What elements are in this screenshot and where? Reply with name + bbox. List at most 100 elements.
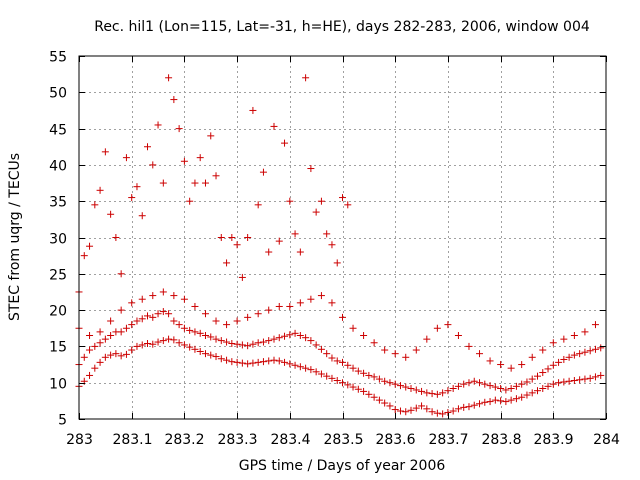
data-point [196, 154, 204, 162]
data-point [544, 382, 552, 390]
data-point [175, 321, 183, 329]
data-point [133, 342, 141, 350]
data-point [91, 201, 99, 209]
data-point [407, 406, 415, 414]
data-point [454, 382, 462, 390]
data-point [159, 288, 167, 296]
data-point [138, 212, 146, 220]
data-point [597, 344, 605, 352]
data-point [275, 357, 283, 365]
data-point [233, 317, 241, 325]
data-point [217, 337, 225, 345]
axis-ticks [79, 56, 607, 420]
data-point [286, 302, 294, 310]
data-point [375, 375, 383, 383]
data-point [481, 398, 489, 406]
data-point [323, 230, 331, 238]
data-point [244, 360, 252, 368]
data-point [317, 370, 325, 378]
data-point [381, 399, 389, 407]
data-point [576, 350, 584, 358]
data-point [360, 332, 368, 340]
data-point [259, 168, 267, 176]
x-tick-label: 283.4 [270, 432, 310, 448]
data-point [212, 335, 220, 343]
data-point [528, 353, 536, 361]
data-point [254, 358, 262, 366]
data-point [423, 405, 431, 413]
data-point [154, 310, 162, 318]
data-point [159, 308, 167, 316]
data-point [275, 237, 283, 245]
data-points [75, 74, 605, 418]
data-point [138, 341, 146, 349]
data-point [96, 358, 104, 366]
data-point [570, 351, 578, 359]
data-point [370, 373, 378, 381]
data-point [507, 364, 515, 372]
data-point [486, 382, 494, 390]
plot-border [78, 55, 607, 420]
data-point [281, 358, 289, 366]
data-point [560, 335, 568, 343]
data-point [328, 299, 336, 307]
data-point [96, 186, 104, 194]
data-point [149, 161, 157, 169]
y-tick-labels: 5 10 15 20 25 30 35 40 45 50 55 [49, 50, 67, 429]
data-point [217, 355, 225, 363]
data-point [281, 332, 289, 340]
data-point [138, 315, 146, 323]
data-point [565, 377, 573, 385]
x-tick-labels: 283 283.1 283.2 283.3 283.4 283.5 283.6 283.7 28… [66, 432, 620, 448]
data-point [201, 179, 209, 187]
data-point [386, 402, 394, 410]
data-point [296, 248, 304, 256]
data-point [439, 389, 447, 397]
data-point [418, 402, 426, 410]
data-point [344, 201, 352, 209]
data-point [101, 335, 109, 343]
data-point [286, 197, 294, 205]
data-point [207, 351, 215, 359]
data-point [317, 197, 325, 205]
data-point [591, 345, 599, 353]
data-point [476, 350, 484, 358]
data-point [491, 396, 499, 404]
data-point [465, 342, 473, 350]
data-point [497, 385, 505, 393]
data-point [291, 361, 299, 369]
data-point [244, 342, 252, 350]
data-point [497, 361, 505, 369]
data-point [533, 372, 541, 380]
data-point [107, 332, 115, 340]
data-point [149, 340, 157, 348]
data-point [528, 389, 536, 397]
y-tick-label: 20 [49, 304, 67, 320]
data-point [191, 302, 199, 310]
data-point [465, 403, 473, 411]
x-axis-label: GPS time / Days of year 2006 [239, 458, 446, 474]
data-point [281, 139, 289, 147]
data-point [191, 328, 199, 336]
data-point [328, 241, 336, 249]
data-point [101, 148, 109, 156]
x-tick-label: 283.1 [112, 432, 152, 448]
data-point [581, 375, 589, 383]
data-point [565, 353, 573, 361]
data-point [581, 348, 589, 356]
data-point [449, 407, 457, 415]
data-point [549, 361, 557, 369]
x-tick-label: 283.3 [217, 432, 257, 448]
data-point [549, 380, 557, 388]
data-point [80, 353, 88, 361]
data-point [339, 194, 346, 202]
data-point [476, 379, 484, 387]
data-point [149, 292, 157, 300]
data-point [454, 405, 462, 413]
data-point [149, 313, 157, 321]
data-point [296, 363, 304, 371]
data-point [296, 332, 304, 340]
data-point [591, 373, 599, 381]
